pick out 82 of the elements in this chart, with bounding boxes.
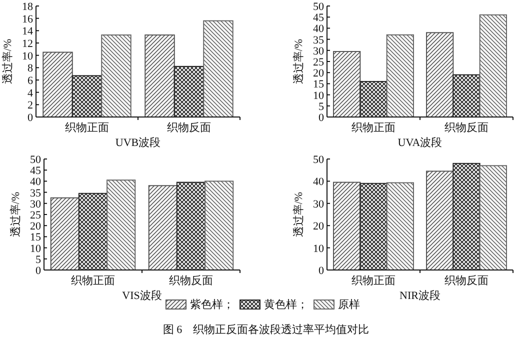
y-tick-label: 0 (28, 112, 34, 124)
x-axis-title: UVA波段 (398, 136, 442, 149)
x-tick-label: 织物反面 (169, 274, 213, 287)
x-tick-label: 织物正面 (352, 122, 396, 134)
y-tick-label: 30 (313, 198, 324, 210)
bar (479, 165, 507, 270)
bar (72, 75, 102, 118)
y-tick-label: 20 (30, 220, 42, 233)
y-tick-label: 10 (313, 242, 324, 255)
legend-label: 紫色样； (190, 298, 234, 311)
bar (452, 74, 480, 118)
y-tick-label: 25 (313, 56, 324, 68)
y-tick-label: 8 (28, 62, 34, 75)
y-tick-label: 10 (22, 50, 34, 62)
x-axis-title: VIS波段 (122, 289, 162, 302)
y-tick-label: 5 (318, 100, 324, 113)
y-tick-label: 10 (313, 90, 324, 102)
y-tick-label: 35 (313, 34, 324, 46)
bar (148, 185, 178, 270)
y-tick-label: 5 (36, 254, 42, 266)
bar (479, 14, 507, 118)
x-axis-title: UVB波段 (115, 136, 161, 149)
bar (204, 180, 234, 270)
y-tick-label: 6 (28, 75, 34, 87)
bar (333, 51, 361, 118)
x-tick-label: 织物正面 (71, 275, 115, 287)
y-tick-label: 50 (313, 1, 324, 13)
bar (360, 80, 388, 118)
bar (452, 162, 480, 270)
x-tick-label: 织物正面 (352, 275, 396, 287)
y-tick-label: 50 (313, 154, 324, 166)
y-tick-label: 4 (28, 87, 34, 100)
bar (50, 197, 80, 270)
bar (42, 52, 73, 118)
x-axis-title: NIR波段 (400, 289, 440, 302)
y-tick-label: 30 (313, 45, 324, 58)
y-tick-label: 45 (313, 12, 324, 24)
y-tick-label: 20 (313, 220, 324, 233)
bar (101, 34, 132, 118)
bar (426, 170, 454, 270)
y-axis-title: 透过率/% (292, 38, 305, 84)
bar (106, 180, 136, 270)
x-tick-label: 织物正面 (65, 122, 109, 134)
y-tick-label: 2 (28, 100, 33, 112)
bar (174, 66, 204, 118)
y-tick-label: 14 (22, 26, 34, 38)
bar (144, 34, 175, 118)
legend-label: 原样 (338, 299, 360, 311)
y-tick-label: 0 (318, 112, 324, 124)
bar (333, 182, 361, 270)
x-tick-label: 织物反面 (167, 121, 211, 134)
y-tick-label: 35 (30, 187, 42, 200)
y-tick-label: 25 (30, 210, 42, 222)
y-tick-label: 16 (22, 13, 34, 26)
y-tick-label: 15 (30, 232, 42, 244)
y-tick-label: 45 (30, 165, 42, 178)
bar (386, 34, 414, 118)
bar (203, 20, 234, 118)
y-axis-title: 透过率/% (1, 38, 14, 84)
bar (78, 192, 108, 270)
y-tick-label: 18 (22, 1, 34, 13)
y-tick-label: 15 (313, 78, 324, 91)
y-tick-label: 12 (22, 38, 33, 50)
y-tick-label: 40 (30, 176, 42, 188)
y-tick-label: 0 (36, 265, 42, 277)
y-tick-label: 30 (30, 198, 42, 210)
bar (176, 182, 206, 270)
caption: 图 6 织物正反面各波段透过率平均值对比 (162, 323, 370, 336)
bar (426, 32, 454, 118)
y-tick-label: 50 (30, 154, 42, 166)
y-tick-label: 20 (313, 68, 324, 80)
y-tick-label: 40 (313, 23, 324, 36)
y-axis-title: 透过率/% (9, 192, 22, 238)
y-tick-label: 0 (318, 265, 324, 277)
legend-label: 黄色样； (264, 298, 308, 311)
y-tick-label: 40 (313, 176, 324, 188)
y-axis-title: 透过率/% (292, 192, 305, 238)
x-tick-label: 织物反面 (444, 274, 488, 287)
x-tick-label: 织物反面 (444, 121, 488, 134)
bar (386, 182, 414, 270)
y-tick-label: 10 (30, 242, 42, 255)
bar (360, 182, 388, 270)
